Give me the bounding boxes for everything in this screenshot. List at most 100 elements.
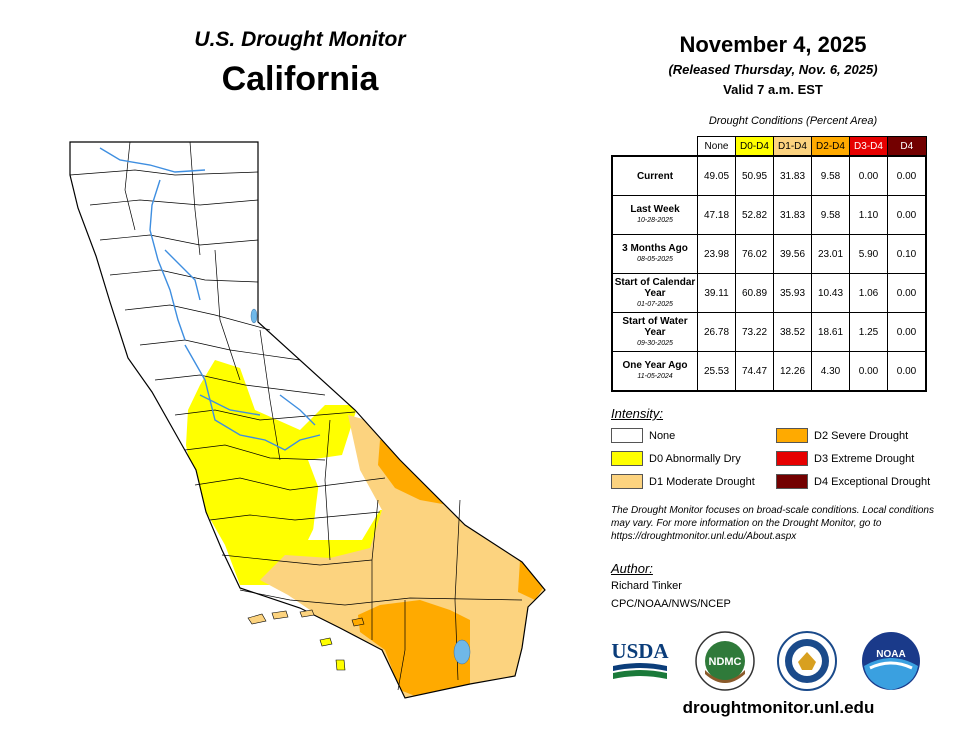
table-cell: 39.11 [697, 273, 736, 313]
author-organization: CPC/NOAA/NWS/NCEP [611, 598, 731, 610]
table-cell: 10.43 [811, 273, 850, 313]
usda-logo: USDA [611, 639, 669, 679]
row-label-text: Start of Water Year [622, 315, 688, 338]
county-boundaries [69, 141, 523, 691]
row-date: 09-30-2025 [637, 339, 673, 347]
row-label: Start of Water Year 09-30-2025 [611, 312, 698, 352]
row-label: One Year Ago 11-05-2024 [611, 351, 698, 392]
table-row: Start of Calendar Year 01-07-2025 39.11 60.… [611, 273, 927, 313]
legend-swatch [776, 451, 808, 466]
legend-label: D2 Severe Drought [814, 429, 909, 442]
table-cell: 0.00 [849, 351, 888, 392]
table-cell: 0.10 [887, 234, 927, 274]
legend-label: D1 Moderate Drought [649, 475, 755, 488]
table-corner [612, 137, 698, 157]
legend-item: D3 Extreme Drought [776, 451, 914, 466]
legend-title: Intensity: [611, 406, 664, 421]
table-cell: 31.83 [773, 155, 812, 196]
table-row: Last Week 10-28-2025 47.18 52.82 31.83 9.58 1.… [611, 195, 927, 235]
legend-swatch [776, 428, 808, 443]
d2-area-colorado-river [518, 560, 545, 600]
row-label: Current [611, 155, 698, 196]
table-cell: 47.18 [697, 195, 736, 235]
col-header: D4 [887, 136, 927, 157]
legend-item: D2 Severe Drought [776, 428, 908, 443]
ndmc-logo: NDMC [695, 631, 755, 691]
table-cell: 1.06 [849, 273, 888, 313]
table-cell: 23.98 [697, 234, 736, 274]
table-cell: 9.58 [811, 155, 850, 196]
table-cell: 26.78 [697, 312, 736, 352]
legend-label: D3 Extreme Drought [814, 452, 915, 465]
table-body: Current 49.05 50.95 31.83 9.58 0.00 0.00 Last W… [611, 155, 927, 392]
author-name: Richard Tinker [611, 580, 682, 592]
col-header: D1-D4 [773, 136, 812, 157]
row-label-text: 3 Months Ago [622, 243, 688, 254]
col-header: D3-D4 [849, 136, 888, 157]
row-label: Last Week 10-28-2025 [611, 195, 698, 235]
col-header: D0-D4 [735, 136, 774, 157]
table-cell: 39.56 [773, 234, 812, 274]
row-label: Start of Calendar Year 01-07-2025 [611, 273, 698, 313]
legend-item: None [611, 428, 675, 443]
author-heading: Author: [611, 561, 653, 576]
row-date: 08-05-2025 [637, 256, 673, 263]
table-cell: 74.47 [735, 351, 774, 392]
legend-label: D4 Exceptional Drought [814, 475, 931, 488]
table-cell: 1.10 [849, 195, 888, 235]
channel-islands [247, 609, 365, 671]
doc-seal-logo [777, 631, 837, 691]
noaa-logo: NOAA [862, 632, 920, 690]
table-row: One Year Ago 11-05-2024 25.53 74.47 12.26 4.3… [611, 351, 927, 392]
d2-area-socal [358, 600, 470, 698]
row-label-text: Last Week [630, 204, 680, 215]
release-date: (Released Thursday, Nov. 6, 2025) [668, 62, 878, 77]
table-cell: 50.95 [735, 155, 774, 196]
svg-text:NOAA: NOAA [876, 649, 905, 660]
rivers [99, 147, 321, 451]
table-cell: 0.00 [849, 155, 888, 196]
legend-item: D0 Abnormally Dry [611, 451, 741, 466]
california-drought-map [69, 141, 546, 699]
row-label-text: One Year Ago [622, 360, 688, 371]
legend-swatch [776, 474, 808, 489]
table-cell: 49.05 [697, 155, 736, 196]
legend-label: None [649, 429, 676, 442]
table-cell: 0.00 [887, 351, 927, 392]
water-bodies [250, 308, 471, 665]
table-row: Start of Water Year 09-30-2025 26.78 73.22 3… [611, 312, 927, 352]
row-label-text: Current [636, 170, 674, 182]
table-cell: 35.93 [773, 273, 812, 313]
none-area-sierra [312, 458, 352, 540]
legend-swatch [611, 428, 643, 443]
legend-item: D1 Moderate Drought [611, 474, 755, 489]
table-cell: 0.00 [887, 273, 927, 313]
table-cell: 12.26 [773, 351, 812, 392]
drought-conditions-table: None D0-D4 D1-D4 D2-D4 D3-D4 D4 Current 4… [611, 136, 927, 392]
table-cell: 18.61 [811, 312, 850, 352]
table-cell: 25.53 [697, 351, 736, 392]
col-header: D2-D4 [811, 136, 850, 157]
table-cell: 31.83 [773, 195, 812, 235]
map-subtitle: U.S. Drought Monitor [194, 28, 406, 51]
table-cell: 52.82 [735, 195, 774, 235]
legend-swatch [611, 451, 643, 466]
table-cell: 73.22 [735, 312, 774, 352]
disclaimer-note: The Drought Monitor focuses on broad-sca… [611, 505, 934, 542]
table-cell: 0.00 [887, 155, 927, 196]
table-cell: 76.02 [735, 234, 774, 274]
svg-text:NDMC: NDMC [709, 656, 742, 668]
map-title: California [221, 60, 379, 98]
row-date: 11-05-2024 [637, 373, 673, 380]
table-cell: 5.90 [849, 234, 888, 274]
row-date: 10-28-2025 [637, 217, 673, 224]
svg-text:USDA: USDA [611, 639, 669, 663]
footer-url: droughtmonitor.unl.edu [682, 698, 875, 717]
col-header: None [697, 136, 736, 157]
table-cell: 1.25 [849, 312, 888, 352]
row-label: 3 Months Ago 08-05-2025 [611, 234, 698, 274]
table-cell: 9.58 [811, 195, 850, 235]
table-header-row: None D0-D4 D1-D4 D2-D4 D3-D4 D4 [612, 136, 927, 157]
table-cell: 38.52 [773, 312, 812, 352]
row-label-text: Start of Calendar Year [614, 276, 696, 299]
